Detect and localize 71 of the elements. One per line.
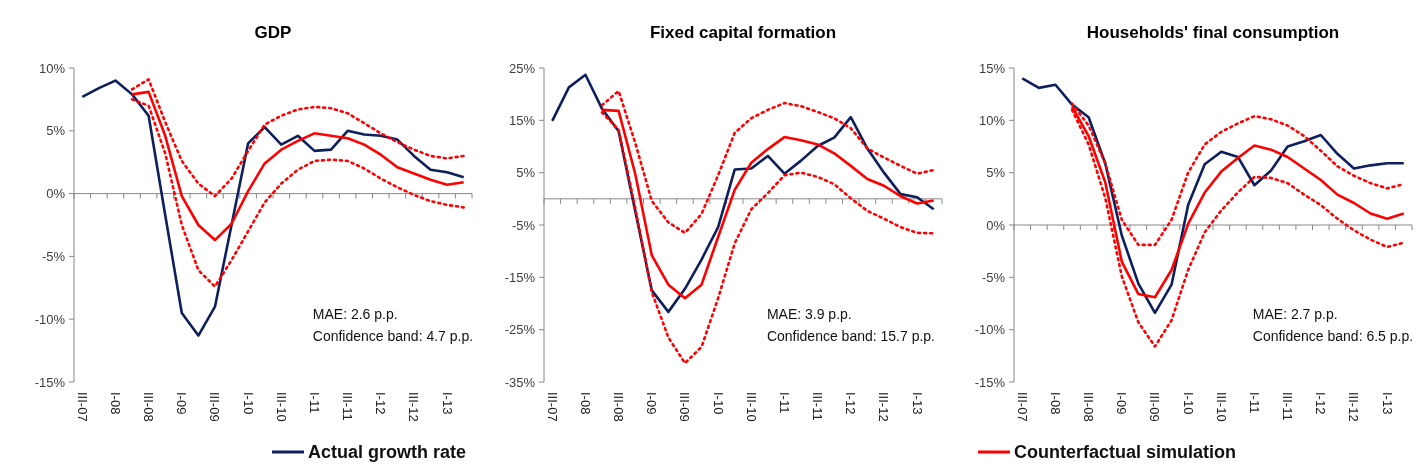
y-tick-label: -15%	[974, 374, 1006, 390]
x-tick-label: I-13	[909, 392, 925, 415]
x-tick-label: I-09	[1114, 392, 1130, 415]
y-tick-label: 5%	[516, 165, 536, 181]
x-tick-label: III-12	[406, 392, 422, 422]
x-tick-label: III-12	[1346, 392, 1362, 422]
y-tick-label: 15%	[508, 112, 536, 128]
x-tick-label: I-09	[644, 392, 660, 415]
x-tick-label: I-10	[240, 392, 256, 415]
y-tick-label: -25%	[504, 322, 536, 338]
x-tick-label: III-11	[340, 392, 356, 421]
x-tick-label: I-11	[306, 392, 322, 414]
annotation: MAE: 2.7 p.p.	[1252, 306, 1338, 323]
x-tick-label: III-08	[1081, 392, 1097, 422]
y-tick-label: 10%	[38, 60, 66, 76]
chart-title: Fixed capital formation	[649, 23, 837, 42]
y-tick-label: 5%	[46, 123, 66, 139]
y-tick-label: -10%	[974, 322, 1006, 338]
x-tick-label: III-10	[743, 392, 759, 422]
x-tick-label: I-12	[373, 392, 389, 415]
x-tick-label: I-08	[577, 392, 593, 415]
y-tick-label: 25%	[508, 60, 536, 76]
y-tick-label: -10%	[34, 311, 66, 327]
annotation: MAE: 2.6 p.p.	[312, 306, 398, 323]
y-tick-label: 10%	[978, 112, 1006, 128]
legend-label: Actual growth rate	[308, 442, 467, 463]
x-tick-label: III-07	[1014, 392, 1030, 422]
annotation: MAE: 3.9 p.p.	[766, 306, 852, 323]
x-tick-label: III-09	[207, 392, 223, 422]
x-tick-label: III-10	[1213, 392, 1229, 422]
x-tick-label: III-08	[141, 392, 157, 422]
x-tick-label: III-07	[74, 392, 90, 422]
x-tick-label: I-11	[776, 392, 792, 414]
line-series	[600, 89, 936, 235]
x-tick-label: III-11	[810, 392, 826, 421]
y-tick-label: -5%	[41, 248, 66, 264]
line-series	[130, 78, 466, 198]
x-tick-label: I-10	[710, 392, 726, 415]
x-tick-label: III-12	[876, 392, 892, 422]
x-tick-label: III-08	[611, 392, 627, 422]
x-tick-label: I-11	[1246, 392, 1262, 414]
x-tick-label: I-08	[1047, 392, 1063, 415]
y-tick-label: 5%	[986, 165, 1006, 181]
chart-title: GDP	[254, 23, 292, 42]
legend-label: Counterfactual simulation	[1014, 442, 1237, 463]
y-tick-label: 0%	[986, 217, 1006, 233]
x-tick-label: III-10	[273, 392, 289, 422]
x-tick-label: I-13	[1379, 392, 1395, 415]
y-tick-label: -5%	[981, 269, 1006, 285]
x-tick-label: I-13	[439, 392, 455, 415]
y-tick-label: 15%	[978, 60, 1006, 76]
annotation: Confidence band: 4.7 p.p.	[312, 328, 474, 345]
x-tick-label: III-07	[544, 392, 560, 422]
y-tick-label: -35%	[504, 374, 536, 390]
x-tick-label: I-12	[1313, 392, 1329, 415]
y-tick-label: -5%	[511, 217, 536, 233]
line-series	[130, 98, 466, 288]
y-tick-label: -15%	[34, 374, 66, 390]
x-tick-label: III-09	[677, 392, 693, 422]
x-tick-label: I-10	[1180, 392, 1196, 415]
x-tick-label: III-11	[1280, 392, 1296, 421]
x-tick-label: I-09	[174, 392, 190, 415]
x-tick-label: III-09	[1147, 392, 1163, 422]
annotation: Confidence band: 6.5 p.p.	[1252, 328, 1414, 345]
annotation: Confidence band: 15.7 p.p.	[766, 328, 936, 345]
line-series	[130, 90, 466, 242]
chart-title: Households' final consumption	[1086, 23, 1340, 42]
x-tick-label: I-12	[843, 392, 859, 415]
y-tick-label: -15%	[504, 269, 536, 285]
x-tick-label: I-08	[107, 392, 123, 415]
y-tick-label: 0%	[46, 186, 66, 202]
